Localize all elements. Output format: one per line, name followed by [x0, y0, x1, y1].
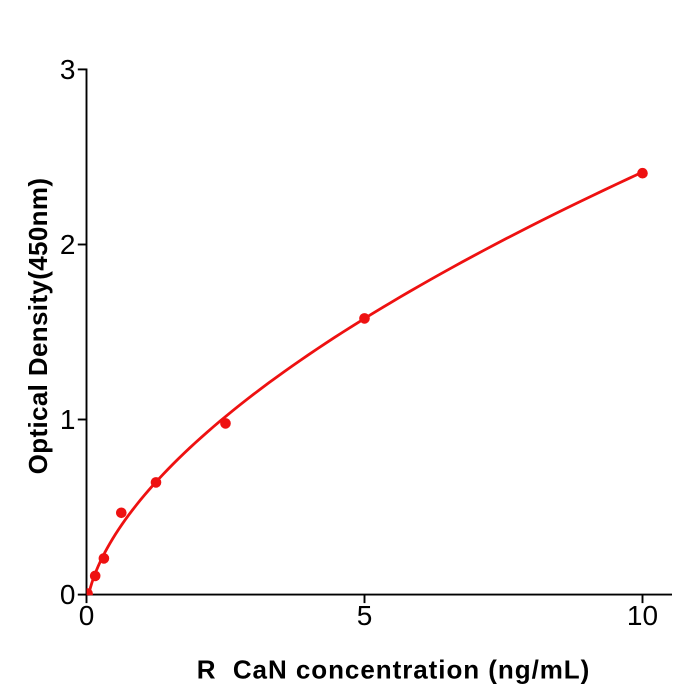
svg-text:R CaN concentration (ng/mL): R CaN concentration (ng/mL)	[197, 655, 591, 685]
svg-text:0: 0	[79, 600, 95, 631]
svg-text:5: 5	[357, 600, 373, 631]
svg-text:2: 2	[60, 229, 76, 260]
svg-text:1: 1	[60, 404, 76, 435]
svg-text:3: 3	[60, 54, 76, 85]
svg-text:Optical Density(450nm): Optical Density(450nm)	[23, 178, 53, 475]
svg-text:10: 10	[627, 600, 658, 631]
svg-text:0: 0	[60, 579, 76, 610]
